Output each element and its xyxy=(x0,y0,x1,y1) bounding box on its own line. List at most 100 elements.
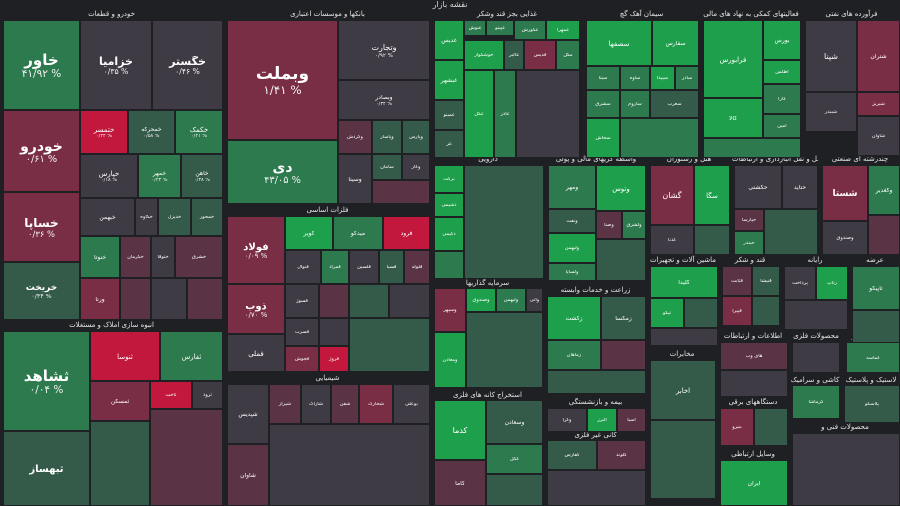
stock-tile[interactable]: سپیدا xyxy=(650,66,675,90)
stock-tile[interactable]: سامان xyxy=(372,154,402,180)
stock-tile[interactable] xyxy=(120,278,151,320)
stock-tile[interactable]: زمگسا xyxy=(601,296,646,340)
stock-tile[interactable] xyxy=(547,370,646,394)
stock-tile[interactable]: ومعادن xyxy=(434,332,466,388)
stock-tile[interactable]: حپارسا xyxy=(734,209,764,231)
stock-tile[interactable]: شبندر xyxy=(805,92,857,132)
stock-tile[interactable]: فسرب xyxy=(285,318,319,346)
stock-tile[interactable]: وبصادر ۰/۳۴ % xyxy=(338,80,430,120)
stock-tile[interactable] xyxy=(620,118,699,158)
stock-tile[interactable]: پلاسکو xyxy=(844,385,900,423)
stock-tile[interactable]: ولبهمن xyxy=(496,288,526,312)
stock-tile[interactable] xyxy=(486,474,543,506)
stock-tile[interactable]: شپدیس xyxy=(227,384,269,444)
stock-tile[interactable] xyxy=(754,408,788,446)
stock-tile[interactable]: فلوله xyxy=(404,250,430,284)
stock-tile[interactable]: فولاد ۰/۰۹ % xyxy=(227,216,285,284)
stock-tile[interactable]: خودرو ۰/۶۱ % xyxy=(3,110,80,192)
stock-tile[interactable]: پرداخت xyxy=(784,266,816,300)
stock-tile[interactable]: ختمسر ۰/۲۲ % xyxy=(80,110,128,154)
stock-tile[interactable]: آسیا xyxy=(617,408,646,432)
stock-tile[interactable]: زماهان xyxy=(547,340,601,370)
stock-tile[interactable]: کفارس xyxy=(547,440,597,470)
stock-tile[interactable]: ثرود xyxy=(192,381,223,409)
stock-tile[interactable] xyxy=(319,284,349,318)
stock-tile[interactable] xyxy=(269,424,430,506)
stock-tile[interactable]: فسبا xyxy=(379,250,404,284)
stock-tile[interactable]: شاوان xyxy=(857,116,900,156)
stock-tile[interactable] xyxy=(151,278,187,320)
stock-tile[interactable]: ثنوسا xyxy=(90,331,160,381)
stock-tile[interactable]: ختوقا xyxy=(151,236,175,278)
stock-tile[interactable]: خوشگوار xyxy=(464,40,504,70)
stock-tile[interactable]: میدکو xyxy=(333,216,383,250)
stock-tile[interactable]: بورس xyxy=(763,20,801,60)
stock-tile[interactable]: سخاش xyxy=(586,118,620,158)
stock-tile[interactable]: خزامیا ۰/۳۵ % xyxy=(80,20,152,110)
stock-tile[interactable]: فرابورس xyxy=(703,20,763,98)
stock-tile[interactable]: غاذر xyxy=(494,70,516,158)
stock-tile[interactable]: شیراز xyxy=(269,384,301,424)
stock-tile[interactable]: خاور ۴۱/۹۲ % xyxy=(3,20,80,110)
stock-tile[interactable]: ولساپا xyxy=(548,263,596,281)
stock-tile[interactable]: غگل xyxy=(464,70,494,158)
stock-tile[interactable]: غپینو xyxy=(486,20,514,36)
stock-tile[interactable]: وکغدیر xyxy=(868,165,900,215)
stock-tile[interactable]: خمحور xyxy=(191,198,223,236)
stock-tile[interactable]: غکورش xyxy=(514,20,546,40)
stock-tile[interactable] xyxy=(792,433,900,506)
stock-tile[interactable] xyxy=(703,138,801,158)
stock-tile[interactable] xyxy=(466,312,543,388)
stock-tile[interactable]: غالبر xyxy=(504,40,524,70)
stock-tile[interactable]: های وب xyxy=(720,342,788,370)
stock-tile[interactable]: سغرب xyxy=(650,90,699,118)
stock-tile[interactable]: وسعادن xyxy=(486,400,543,444)
stock-tile[interactable]: ثفارس xyxy=(160,331,223,381)
stock-tile[interactable]: قثابت xyxy=(722,266,752,296)
stock-tile[interactable]: رتاپ xyxy=(816,266,848,300)
stock-tile[interactable] xyxy=(764,209,818,255)
stock-tile[interactable] xyxy=(784,300,848,330)
stock-tile[interactable]: وتوس xyxy=(596,165,646,211)
stock-tile[interactable]: اخابر xyxy=(650,360,716,420)
stock-tile[interactable]: غبشهر xyxy=(434,60,464,100)
stock-tile[interactable]: خشرق xyxy=(175,236,223,278)
stock-tile[interactable] xyxy=(389,284,430,318)
stock-tile[interactable]: خپارس ۰/۱۸ % xyxy=(80,154,138,198)
stock-tile[interactable]: کلوند xyxy=(597,440,646,470)
stock-tile[interactable]: بوعلی xyxy=(393,384,430,424)
stock-tile[interactable]: کماسه xyxy=(846,342,900,373)
stock-tile[interactable]: فدیس xyxy=(524,40,556,70)
stock-tile[interactable]: شاوان xyxy=(227,444,269,506)
stock-tile[interactable]: سگا xyxy=(694,165,730,225)
stock-tile[interactable]: خمحرکه ۰/۵۸ % xyxy=(128,110,175,154)
stock-tile[interactable]: شخارک xyxy=(359,384,393,424)
stock-tile[interactable]: کویر xyxy=(285,216,333,250)
stock-tile[interactable]: اطلس xyxy=(763,60,801,84)
stock-tile[interactable]: وکرا xyxy=(547,408,587,432)
stock-tile[interactable]: دی ۴۳/۰۵ % xyxy=(227,140,338,204)
stock-tile[interactable] xyxy=(601,340,646,370)
stock-tile[interactable]: حتاید xyxy=(782,165,818,209)
stock-tile[interactable]: خکرمان xyxy=(120,236,151,278)
stock-tile[interactable] xyxy=(650,328,718,346)
stock-tile[interactable]: شستا xyxy=(822,165,868,221)
stock-tile[interactable]: سیتا xyxy=(586,66,620,90)
stock-tile[interactable]: کرماشا xyxy=(792,385,840,419)
stock-tile[interactable]: کاما xyxy=(434,460,486,506)
stock-tile[interactable]: ساوه xyxy=(620,66,650,90)
stock-tile[interactable]: دشیمی xyxy=(434,193,464,217)
stock-tile[interactable] xyxy=(349,284,389,318)
stock-tile[interactable]: خمهر ۰/۲۳ % xyxy=(138,154,181,198)
stock-tile[interactable]: ذوب ۰/۷۰ % xyxy=(227,284,285,334)
stock-tile[interactable]: کدما xyxy=(434,400,486,460)
stock-tile[interactable]: فسوژ xyxy=(285,284,319,318)
stock-tile[interactable]: غمهرا xyxy=(546,20,580,40)
stock-tile[interactable]: خساپا ۰/۳۶ % xyxy=(3,192,80,262)
stock-tile[interactable]: وصندوق xyxy=(822,221,868,255)
stock-tile[interactable]: قپیرا xyxy=(722,296,752,326)
stock-tile[interactable]: ومهر xyxy=(548,165,596,209)
stock-tile[interactable] xyxy=(792,342,840,373)
stock-tile[interactable]: وتجارت ۰/۹۲ % xyxy=(338,20,430,80)
stock-tile[interactable]: فلسین xyxy=(349,250,379,284)
